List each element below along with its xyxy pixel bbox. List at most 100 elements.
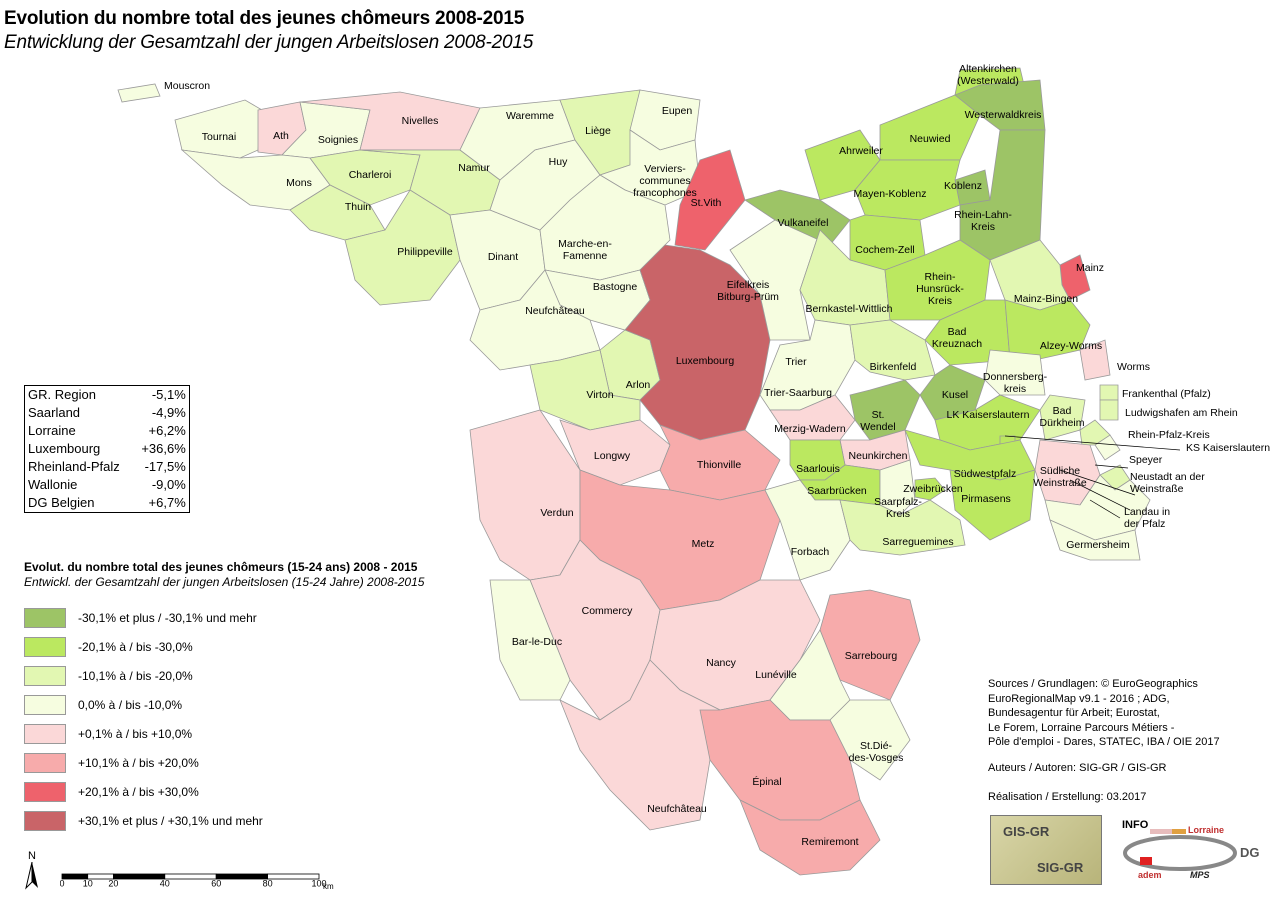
region-label: Namur [458, 162, 490, 174]
region-label: Thuin [345, 201, 371, 213]
region-label: Soignies [318, 134, 358, 146]
region-area [884, 239, 991, 321]
legend-label: +20,1% à / bis +30,0% [78, 784, 199, 799]
legend-label: -20,1% à / bis -30,0% [78, 639, 193, 654]
region-label: Nivelles [402, 115, 439, 127]
region-label: Philippeville [397, 246, 453, 258]
region-label: Remiremont [801, 836, 858, 848]
stats-row: Rheinland-Pfalz -17,5% [25, 458, 190, 476]
region-label: Südliche Weinstraße [1033, 465, 1087, 489]
region-area [1049, 519, 1141, 561]
scale-tick-label: 100 [311, 878, 326, 888]
legend-swatch [24, 636, 66, 657]
north-arrow-icon [25, 861, 38, 890]
source-line: EuroRegionalMap v9.1 - 2016 ; ADG, [988, 692, 1170, 705]
region-label: Tournai [202, 131, 236, 143]
region-label: Metz [692, 538, 715, 550]
region-label: Koblenz [944, 180, 982, 192]
legend-title-de: Entwickl. der Gesamtzahl der jungen Arbe… [24, 575, 425, 589]
region-label: Mainz [1076, 262, 1104, 274]
region-label: Cochem-Zell [855, 244, 915, 256]
stats-region: Lorraine [28, 423, 76, 438]
region-area [469, 409, 581, 581]
region-label: Épinal [752, 775, 781, 788]
region-label: Longwy [594, 450, 631, 462]
region-label: Commercy [582, 605, 634, 617]
source-line: Le Forem, Lorraine Parcours Métiers - [988, 721, 1175, 734]
map-title: Evolution du nombre total des jeunes chô… [4, 8, 525, 29]
stats-value: -5,1% [151, 387, 186, 402]
scale-tick-label: 0 [60, 878, 65, 888]
stats-value: -4,9% [151, 405, 186, 420]
region-label: Liège [585, 125, 611, 137]
source-line: Sources / Grundlagen: © EuroGeographics [988, 678, 1198, 690]
region-label: Birkenfeld [870, 361, 917, 373]
map-subtitle: Entwicklung der Gesamtzahl der jungen Ar… [4, 32, 534, 53]
stats-region: Saarland [28, 405, 81, 420]
region-label: Vulkaneifel [778, 217, 829, 229]
region-area [174, 99, 263, 159]
legend-item: -30,1% et plus / -30,1% und mehr [24, 603, 494, 632]
region-label: Mayen-Koblenz [854, 188, 927, 200]
region-label: Thionville [697, 459, 742, 471]
region-label: Bad Kreuznach [932, 326, 982, 350]
authors-text: Auteurs / Autoren: SIG-GR / GIS-GR [988, 762, 1167, 774]
region-stats-table: GR. Region -5,1% Saarland -4,9% Lorraine +6,2… [24, 385, 190, 513]
region-label: Huy [549, 156, 568, 168]
region-label: Pirmasens [961, 493, 1011, 505]
legend-item: +20,1% à / bis +30,0% [24, 777, 494, 806]
region-label: KS Kaiserslautern [1186, 442, 1270, 454]
region-label: St.Dié-des-Vosges [849, 740, 904, 764]
leader-line [1094, 464, 1129, 469]
region-area [699, 699, 861, 821]
region-label: Neufchâteau [525, 305, 585, 317]
region-area [849, 379, 921, 441]
stats-value: +6,2% [148, 423, 186, 438]
region-label: Ath [273, 130, 289, 142]
region-label: Arlon [626, 379, 651, 391]
region-label: Eifelkreis Bitburg-Prüm [717, 279, 779, 303]
legend-label: -10,1% à / bis -20,0% [78, 668, 193, 683]
region-area [489, 579, 571, 701]
region-label: Marche-en-Famenne [558, 238, 612, 262]
region-label: Frankenthal (Pfalz) [1122, 388, 1211, 400]
region-label: Neufchâteau [647, 803, 707, 815]
region-label: Mainz-Bingen [1014, 293, 1078, 305]
region-label: Saarlouis [796, 463, 840, 475]
region-area [1039, 394, 1086, 441]
legend-swatch [24, 607, 66, 628]
leader-line [1089, 499, 1121, 519]
region-label: Ludwigshafen am Rhein [1125, 407, 1238, 419]
sources-text: Sources / Grundlagen: © EuroGeographics E… [988, 677, 1273, 750]
region-label: Trier [785, 356, 807, 368]
region-label: Neustadt an der Weinstraße [1130, 471, 1205, 495]
legend-item: -20,1% à / bis -30,0% [24, 632, 494, 661]
legend-swatch [24, 694, 66, 715]
stats-region: GR. Region [28, 387, 96, 402]
stats-row: Lorraine +6,2% [25, 422, 190, 440]
source-line: Pôle d'emploi - Dares, STATEC, IBA / OIE… [988, 736, 1220, 748]
region-label: Ahrweiler [839, 145, 883, 157]
region-label: Dinant [488, 251, 518, 263]
legend-label: +30,1% et plus / +30,1% und mehr [78, 813, 263, 828]
region-label: Altenkirchen (Westerwald) [957, 63, 1019, 87]
scale-tick-label: 20 [108, 878, 118, 888]
leader-line [1004, 435, 1181, 451]
region-label: Lunéville [755, 669, 797, 681]
scale-segment [164, 873, 217, 880]
stats-row: Luxembourg +36,6% [25, 440, 190, 458]
legend: Evolut. du nombre total des jeunes chôme… [24, 560, 494, 835]
legend-label: +0,1% à / bis +10,0% [78, 726, 193, 741]
legend-label: 0,0% à / bis -10,0% [78, 697, 183, 712]
region-label: Bastogne [593, 281, 638, 293]
info-logo-text: INFO [1122, 819, 1149, 831]
legend-item: +10,1% à / bis +20,0% [24, 748, 494, 777]
legend-swatch [24, 665, 66, 686]
stats-region: Rheinland-Pfalz [28, 459, 120, 474]
region-label: Eupen [662, 105, 693, 117]
region-area [674, 149, 746, 251]
partner-logos: INFO Lorraine DG adem MPS [1110, 815, 1265, 885]
region-label: Waremme [506, 110, 554, 122]
